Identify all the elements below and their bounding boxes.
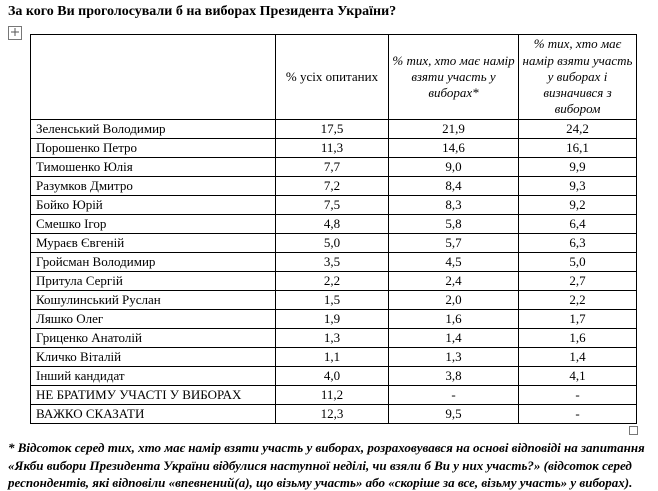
candidate-name-cell: НЕ БРАТИМУ УЧАСТІ У ВИБОРАХ: [30, 385, 276, 405]
value-cell: 9,0: [388, 157, 519, 177]
value-cell: 8,4: [388, 176, 519, 196]
table-body: Зеленський Володимир 17,5 21,9 24,2 Порошенк…: [30, 119, 637, 424]
table-header-row: % усіх опитаних % тих, хто має намір взя…: [30, 34, 637, 120]
value-cell: 14,6: [388, 138, 519, 158]
survey-table: % усіх опитаних % тих, хто має намір взя…: [30, 34, 637, 424]
value-cell: 6,3: [518, 233, 637, 253]
table-row: Притула Сергій 2,2 2,4 2,7: [30, 271, 637, 291]
table-row: Інший кандидат 4,0 3,8 4,1: [30, 366, 637, 386]
table-row: Смешко Ігор 4,8 5,8 6,4: [30, 214, 637, 234]
value-cell: 11,3: [275, 138, 389, 158]
table-row: Гройсман Володимир 3,5 4,5 5,0: [30, 252, 637, 272]
value-cell: 17,5: [275, 119, 389, 139]
table-row: Ляшко Олег 1,9 1,6 1,7: [30, 309, 637, 329]
header-candidate: [30, 34, 276, 120]
value-cell: 9,5: [388, 404, 519, 424]
page-title: За кого Ви проголосували б на виборах Пр…: [8, 4, 397, 19]
value-cell: 21,9: [388, 119, 519, 139]
value-cell: 1,9: [275, 309, 389, 329]
value-cell: 1,1: [275, 347, 389, 367]
value-cell: 11,2: [275, 385, 389, 405]
value-cell: 1,6: [388, 309, 519, 329]
value-cell: 4,5: [388, 252, 519, 272]
value-cell: 2,2: [275, 271, 389, 291]
value-cell: 3,5: [275, 252, 389, 272]
candidate-name-cell: Смешко Ігор: [30, 214, 276, 234]
table-resize-handle[interactable]: [629, 426, 638, 435]
value-cell: 3,8: [388, 366, 519, 386]
value-cell: 2,0: [388, 290, 519, 310]
move-cross-icon: [10, 24, 20, 42]
value-cell: 9,9: [518, 157, 637, 177]
value-cell: 1,5: [275, 290, 389, 310]
value-cell: 1,6: [518, 328, 637, 348]
value-cell: 1,3: [275, 328, 389, 348]
value-cell: -: [388, 385, 519, 405]
value-cell: 12,3: [275, 404, 389, 424]
value-cell: 7,5: [275, 195, 389, 215]
value-cell: 16,1: [518, 138, 637, 158]
value-cell: 1,4: [388, 328, 519, 348]
value-cell: 9,3: [518, 176, 637, 196]
candidate-name-cell: Кличко Віталій: [30, 347, 276, 367]
header-decided-voters: % тих, хто має намір взяти участь у вибо…: [518, 34, 637, 120]
value-cell: 4,8: [275, 214, 389, 234]
value-cell: 1,4: [518, 347, 637, 367]
value-cell: -: [518, 404, 637, 424]
value-cell: 2,4: [388, 271, 519, 291]
footnote: * Відсоток серед тих, хто має намір взят…: [8, 440, 645, 491]
value-cell: 6,4: [518, 214, 637, 234]
table-row: НЕ БРАТИМУ УЧАСТІ У ВИБОРАХ 11,2- -: [30, 385, 637, 405]
value-cell: 8,3: [388, 195, 519, 215]
value-cell: 5,7: [388, 233, 519, 253]
header-all-respondents: % усіх опитаних: [275, 34, 389, 120]
value-cell: 7,2: [275, 176, 389, 196]
value-cell: 1,7: [518, 309, 637, 329]
candidate-name-cell: ВАЖКО СКАЗАТИ: [30, 404, 276, 424]
header-intend-to-vote: % тих, хто має намір взяти участь у вибо…: [388, 34, 519, 120]
candidate-name-cell: Інший кандидат: [30, 366, 276, 386]
value-cell: 7,7: [275, 157, 389, 177]
candidate-name-cell: Гриценко Анатолій: [30, 328, 276, 348]
candidate-name-cell: Разумков Дмитро: [30, 176, 276, 196]
value-cell: 2,7: [518, 271, 637, 291]
candidate-name-cell: Ляшко Олег: [30, 309, 276, 329]
value-cell: 4,1: [518, 366, 637, 386]
table-row: Мураєв Євгеній 5,0 5,7 6,3: [30, 233, 637, 253]
candidate-name-cell: Притула Сергій: [30, 271, 276, 291]
table-row: Зеленський Володимир 17,5 21,9 24,2: [30, 119, 637, 139]
value-cell: 4,0: [275, 366, 389, 386]
table-row: Кошулинський Руслан 1,5 2,0 2,2: [30, 290, 637, 310]
candidate-name-cell: Гройсман Володимир: [30, 252, 276, 272]
candidate-name-cell: Тимошенко Юлія: [30, 157, 276, 177]
value-cell: 5,8: [388, 214, 519, 234]
table-row: Кличко Віталій 1,1 1,3 1,4: [30, 347, 637, 367]
candidate-name-cell: Мураєв Євгеній: [30, 233, 276, 253]
table-row: Порошенко Петро 11,3 14,6 16,1: [30, 138, 637, 158]
table-move-handle[interactable]: [8, 26, 22, 40]
table-row: Гриценко Анатолій 1,3 1,4 1,6: [30, 328, 637, 348]
table-row: Тимошенко Юлія 7,7 9,0 9,9: [30, 157, 637, 177]
candidate-name-cell: Бойко Юрій: [30, 195, 276, 215]
value-cell: 24,2: [518, 119, 637, 139]
value-cell: 5,0: [275, 233, 389, 253]
value-cell: 2,2: [518, 290, 637, 310]
value-cell: 9,2: [518, 195, 637, 215]
survey-table-wrap: % усіх опитаних % тих, хто має намір взя…: [8, 26, 638, 435]
table-row: ВАЖКО СКАЗАТИ 12,3 9,5-: [30, 404, 637, 424]
table-row: Бойко Юрій 7,5 8,3 9,2: [30, 195, 637, 215]
table-row: Разумков Дмитро 7,2 8,4 9,3: [30, 176, 637, 196]
candidate-name-cell: Зеленський Володимир: [30, 119, 276, 139]
value-cell: -: [518, 385, 637, 405]
value-cell: 5,0: [518, 252, 637, 272]
candidate-name-cell: Кошулинський Руслан: [30, 290, 276, 310]
value-cell: 1,3: [388, 347, 519, 367]
candidate-name-cell: Порошенко Петро: [30, 138, 276, 158]
